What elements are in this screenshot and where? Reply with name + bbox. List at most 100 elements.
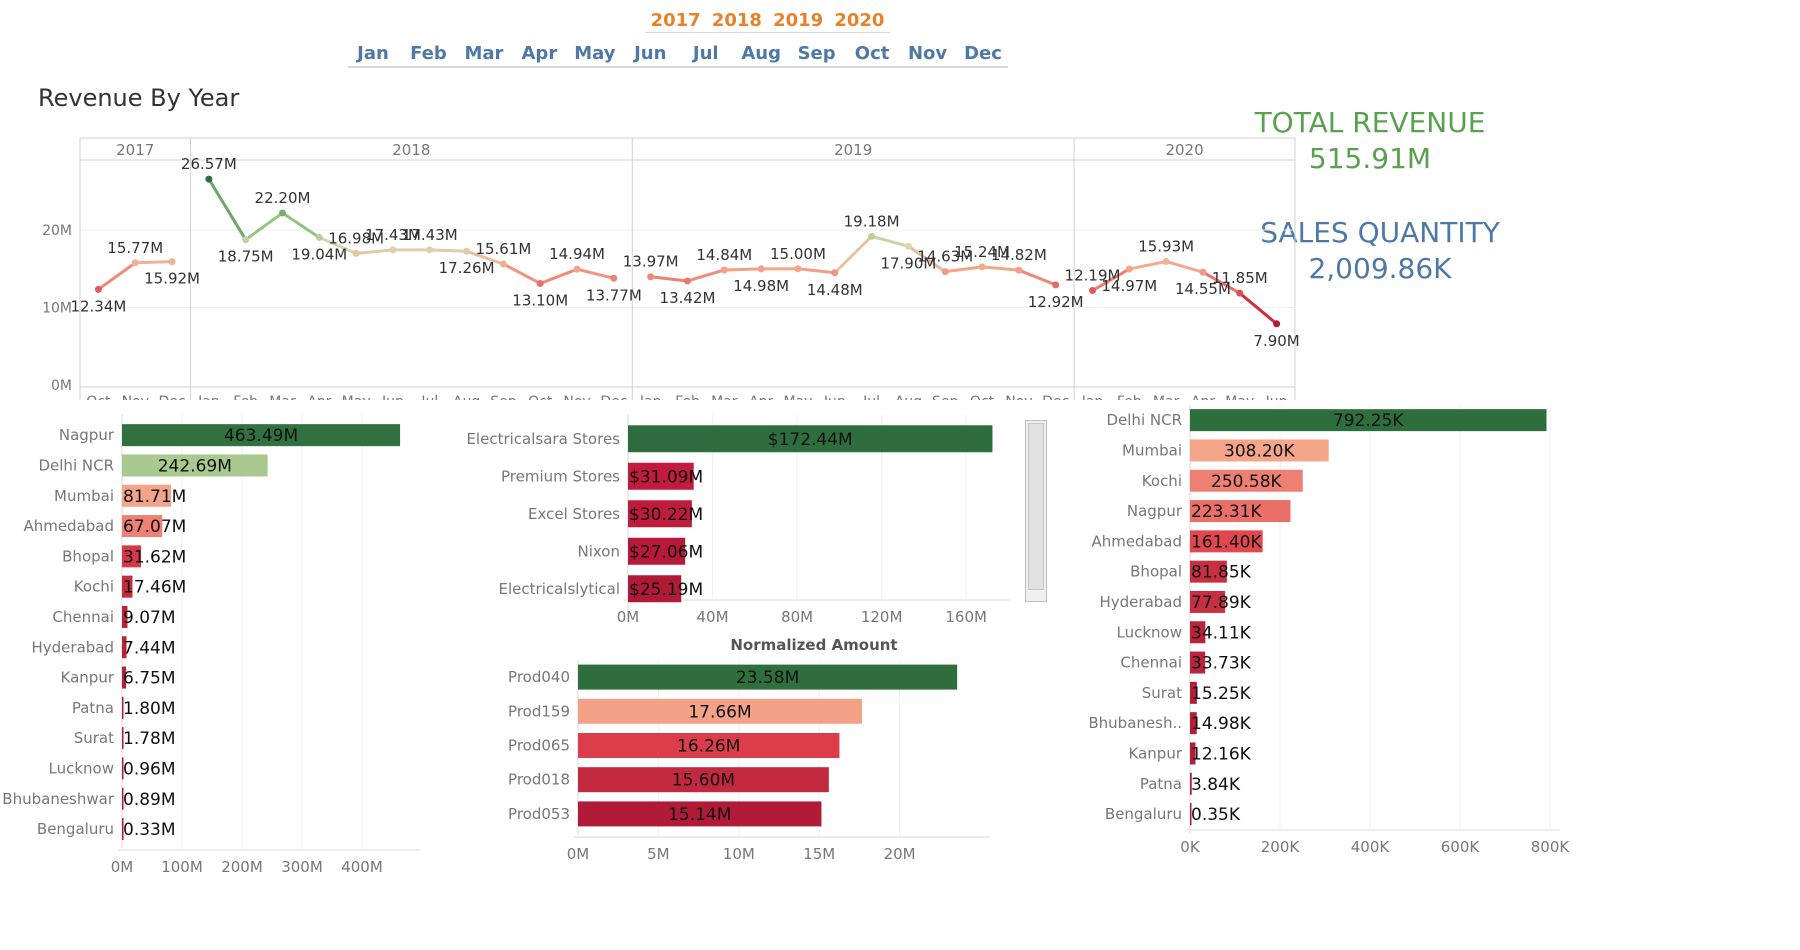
category-label: Kanpur [61,669,115,687]
month-filter-oct[interactable]: Oct [854,42,890,64]
month-filter-jun[interactable]: Jun [634,42,667,64]
month-filter-aug[interactable]: Aug [741,42,781,64]
line-point[interactable] [647,273,655,281]
line-point[interactable] [131,259,139,267]
month-tick-label: Sep [490,394,517,400]
month-filter-nov[interactable]: Nov [907,42,948,64]
bar[interactable] [578,733,840,758]
bar[interactable] [122,515,163,538]
line-point[interactable] [94,285,102,293]
line-point[interactable] [242,236,250,244]
line-point[interactable] [168,258,176,266]
bar[interactable] [1190,560,1227,583]
bar[interactable] [122,818,124,841]
year-filter-2017[interactable]: 2017 [650,9,701,31]
month-filter-dec[interactable]: Dec [964,42,1002,64]
line-segment [943,265,984,274]
month-filter-mar[interactable]: Mar [464,42,504,64]
line-point-label: 12.19M [1065,267,1121,285]
bar[interactable] [122,787,124,810]
bar[interactable] [1190,772,1192,795]
line-point[interactable] [463,247,471,255]
bar[interactable] [122,424,401,447]
bar-value-label: 67.07M [123,517,186,537]
bar[interactable] [628,462,694,490]
line-point[interactable] [1125,265,1133,273]
bar[interactable] [122,666,127,689]
bar[interactable] [122,757,124,780]
line-point[interactable] [499,260,507,268]
line-point[interactable] [978,263,986,271]
bar[interactable] [122,454,268,477]
x-tick-label: 300M [281,858,323,876]
line-point[interactable] [1199,268,1207,276]
line-point[interactable] [1273,320,1281,328]
line-point[interactable] [720,266,728,274]
bar[interactable] [122,545,141,568]
year-filter-2019[interactable]: 2019 [773,9,824,31]
bar[interactable] [1190,530,1263,553]
x-tick-label: 120M [861,608,903,626]
store-chart-scrollbar[interactable] [1025,420,1047,602]
bar[interactable] [578,664,958,690]
bar[interactable] [628,575,682,603]
bar[interactable] [1190,409,1547,432]
line-point[interactable] [1052,281,1060,289]
bar[interactable] [1190,621,1206,644]
bar[interactable] [628,537,686,565]
line-point[interactable] [610,274,618,282]
month-filter-feb[interactable]: Feb [410,42,447,64]
category-label: Kanpur [1129,744,1183,762]
bar[interactable] [628,500,692,528]
line-point[interactable] [1236,289,1244,297]
bar[interactable] [1190,742,1196,765]
line-point[interactable] [1162,258,1170,266]
line-point[interactable] [205,175,213,183]
month-filter-jan[interactable]: Jan [357,42,389,64]
line-point[interactable] [904,242,912,250]
line-point[interactable] [1089,287,1096,295]
line-point[interactable] [315,233,323,241]
month-filter-jul[interactable]: Jul [692,42,719,64]
bar[interactable] [122,484,172,507]
line-point[interactable] [794,265,802,273]
bar[interactable] [122,727,124,750]
bar[interactable] [1190,651,1206,674]
month-filter-sep[interactable]: Sep [797,42,836,64]
line-point[interactable] [1015,266,1023,274]
line-point[interactable] [868,232,876,240]
month-filter-apr[interactable]: Apr [521,42,558,64]
bar[interactable] [122,696,124,719]
bar[interactable] [628,425,993,453]
line-point[interactable] [573,265,581,273]
bar-value-label: 0.33M [123,820,176,840]
line-point[interactable] [389,246,397,254]
month-filter-may[interactable]: May [574,42,616,64]
line-point[interactable] [536,279,544,287]
bar[interactable] [1190,712,1197,735]
year-filter-2020[interactable]: 2020 [834,9,885,31]
line-point[interactable] [831,269,839,277]
line-point[interactable] [279,209,286,217]
year-filter-2018[interactable]: 2018 [711,9,762,31]
bar[interactable] [122,605,128,628]
bar[interactable] [1190,590,1226,613]
bar[interactable] [122,636,127,659]
line-point[interactable] [426,246,434,254]
bar[interactable] [578,767,829,793]
line-point[interactable] [352,249,360,257]
scrollbar-thumb[interactable] [1028,423,1044,590]
bar[interactable] [1190,439,1329,462]
bar[interactable] [1190,803,1192,826]
x-tick-label: 600K [1441,838,1481,856]
line-point[interactable] [757,265,765,273]
bar[interactable] [578,698,862,724]
line-segment [244,211,284,242]
bar[interactable] [122,575,133,598]
line-point[interactable] [684,277,691,285]
bar[interactable] [1190,681,1197,704]
bar[interactable] [1190,469,1303,492]
bar[interactable] [578,801,822,827]
bar[interactable] [1190,500,1291,523]
line-point[interactable] [941,268,949,276]
